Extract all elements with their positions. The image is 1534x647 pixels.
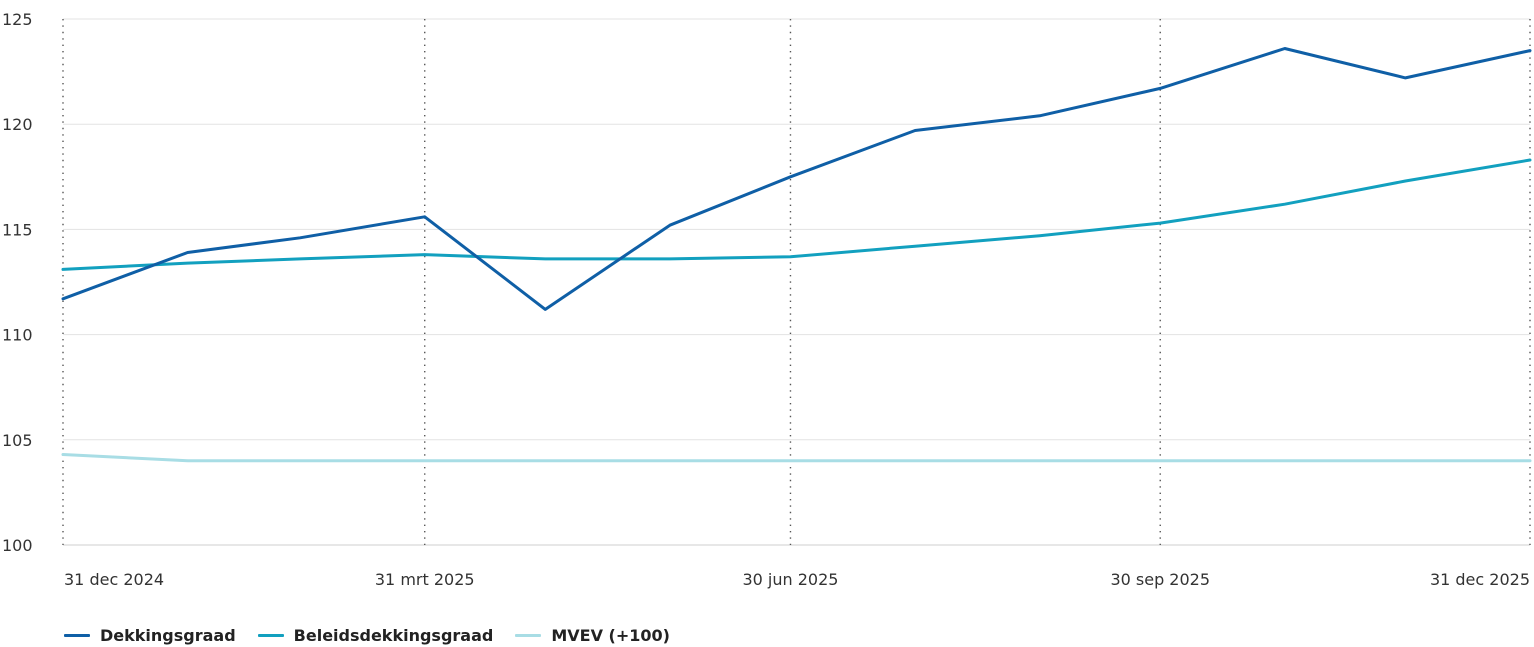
x-tick-label-2025-06-30: 30 jun 2025 <box>742 570 838 589</box>
legend-label-dekkingsgraad: Dekkingsgraad <box>100 626 236 645</box>
y-tick-label-115: 115 <box>2 220 33 239</box>
legend: Dekkingsgraad Beleidsdekkingsgraad MVEV … <box>64 626 692 645</box>
y-tick-label-100: 100 <box>2 536 33 555</box>
x-axis-tick-labels: 31 dec 2024 31 mrt 2025 30 jun 2025 30 sep … <box>64 570 1530 589</box>
series-line-mvev-100[interactable] <box>61 453 1532 463</box>
y-tick-label-125: 125 <box>2 10 33 29</box>
legend-swatch-beleidsdekkingsgraad <box>257 634 284 637</box>
x-tick-label-2025-12-31: 31 dec 2025 <box>1430 570 1530 589</box>
y-tick-label-105: 105 <box>2 431 33 450</box>
y-axis-tick-labels: 100 105 110 115 120 125 <box>2 10 33 555</box>
legend-item-beleidsdekkingsgraad[interactable]: Beleidsdekkingsgraad <box>257 626 494 645</box>
series-lines <box>61 47 1532 463</box>
y-tick-label-120: 120 <box>2 115 33 134</box>
legend-swatch-mvev <box>515 634 542 637</box>
legend-item-dekkingsgraad[interactable]: Dekkingsgraad <box>64 626 236 645</box>
grid-lines <box>62 18 1531 546</box>
x-tick-label-2024-12-31: 31 dec 2024 <box>64 570 164 589</box>
x-tick-label-2025-09-30: 30 sep 2025 <box>1110 570 1210 589</box>
x-tick-label-2025-03-31: 31 mrt 2025 <box>375 570 475 589</box>
legend-item-mvev[interactable]: MVEV (+100) <box>515 626 670 645</box>
legend-label-mvev: MVEV (+100) <box>551 626 670 645</box>
legend-label-beleidsdekkingsgraad: Beleidsdekkingsgraad <box>293 626 494 645</box>
legend-swatch-dekkingsgraad <box>64 634 90 637</box>
y-tick-label-110: 110 <box>2 326 33 345</box>
series-line-beleidsdekkingsgraad[interactable] <box>61 158 1532 271</box>
series-line-dekkingsgraad[interactable] <box>61 47 1532 311</box>
